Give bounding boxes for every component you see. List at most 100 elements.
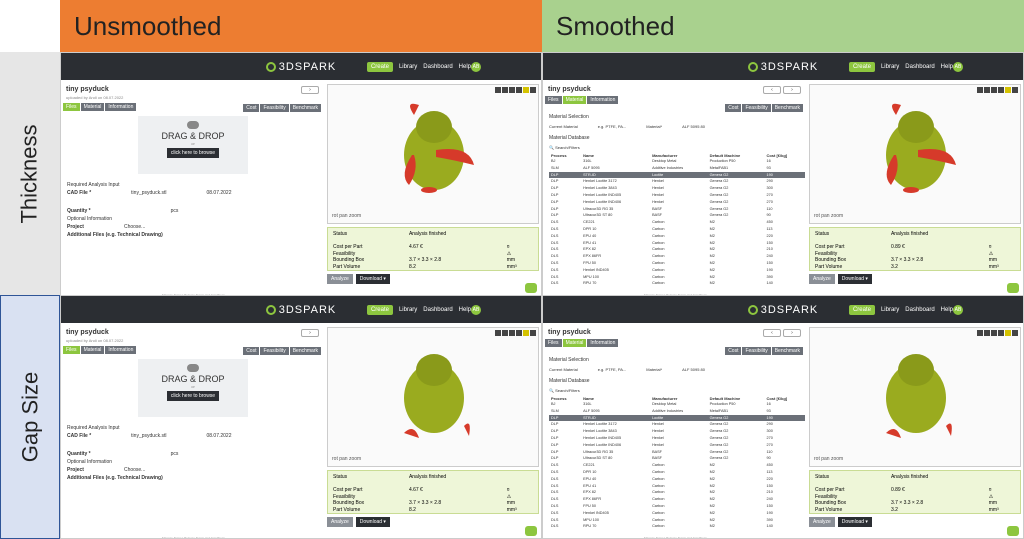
download-button[interactable]: Download ▾ xyxy=(838,274,872,284)
table-row[interactable]: DLP Ultracur3D ST 80 BASF Genera G2 90 xyxy=(549,455,805,462)
nav-help[interactable]: Help xyxy=(459,307,471,313)
table-row[interactable]: DLS CE221 Carbon M2 450 xyxy=(549,219,805,226)
avatar[interactable]: AB xyxy=(953,305,963,315)
table-row[interactable]: DLS FPU 50 Carbon M2 150 xyxy=(549,260,805,267)
tab-cost[interactable]: Cost xyxy=(243,347,259,355)
tab-information[interactable]: Information xyxy=(587,339,618,347)
tab-files[interactable]: Files xyxy=(545,96,562,104)
search-input[interactable]: Search/Filters xyxy=(555,145,580,150)
tab-feasibility[interactable]: Feasibility xyxy=(260,104,288,112)
duck-model[interactable] xyxy=(374,95,494,205)
drop-zone[interactable]: DRAG & DROP or click here to browse xyxy=(138,359,248,417)
avatar[interactable]: AB xyxy=(471,305,481,315)
next-button[interactable]: › xyxy=(783,86,801,94)
chat-icon[interactable] xyxy=(525,283,537,293)
table-row[interactable]: DLS EPU 40 Carbon M2 220 xyxy=(549,233,805,240)
table-row[interactable]: DLP Ultracur3D ST 80 BASF Genera G2 90 xyxy=(549,212,805,219)
viewer-controls[interactable]: rot pan zoom xyxy=(332,456,361,462)
nav-library[interactable]: Library xyxy=(881,307,899,313)
tab-material[interactable]: Material xyxy=(563,339,587,347)
nav-create[interactable]: Create xyxy=(849,62,875,72)
table-row[interactable]: DLS EPX 82 Carbon M2 210 xyxy=(549,246,805,253)
viewer-controls[interactable]: rot pan zoom xyxy=(814,456,843,462)
viewer-controls[interactable]: rot pan zoom xyxy=(332,213,361,219)
tab-cost[interactable]: Cost xyxy=(725,347,741,355)
table-row[interactable]: DLP Henkel Loctite IND405 Henkel Genera G2 2… xyxy=(549,192,805,199)
cad-file[interactable]: tiny_psyduck.stl xyxy=(131,190,166,196)
tab-material[interactable]: Material xyxy=(81,103,105,111)
duck-model[interactable] xyxy=(856,338,976,448)
tab-benchmark[interactable]: Benchmark xyxy=(772,104,803,112)
cad-file[interactable]: tiny_psyduck.stl xyxy=(131,433,166,439)
material-select[interactable]: ALF 5095 80 xyxy=(682,124,705,129)
nav-help[interactable]: Help xyxy=(941,64,953,70)
search-input[interactable]: Search/Filters xyxy=(555,388,580,393)
table-row[interactable]: DLS RPU 70 Carbon M2 140 xyxy=(549,523,805,530)
current-material-input[interactable]: e.g. PTFE, PA... xyxy=(598,367,627,372)
table-row[interactable]: DLP Henkel Loctite IND406 Henkel Genera G2 2… xyxy=(549,199,805,206)
tab-files[interactable]: Files xyxy=(545,339,562,347)
table-row[interactable]: DLS EPX 82 Carbon M2 210 xyxy=(549,489,805,496)
prev-button[interactable]: ‹ xyxy=(763,86,781,94)
project-select[interactable]: Choose... xyxy=(124,224,145,230)
nav-help[interactable]: Help xyxy=(941,307,953,313)
table-row[interactable]: DLS RPU 70 Carbon M2 140 xyxy=(549,280,805,287)
table-row[interactable]: DLS EPU 41 Carbon M2 150 xyxy=(549,483,805,490)
project-select[interactable]: Choose... xyxy=(124,467,145,473)
nav-create[interactable]: Create xyxy=(367,62,393,72)
table-row[interactable]: DLS DPR 10 Carbon M2 113 xyxy=(549,226,805,233)
table-row[interactable]: DLS FPU 50 Carbon M2 150 xyxy=(549,503,805,510)
browse-button[interactable]: click here to browse xyxy=(167,148,219,158)
browse-button[interactable]: click here to browse xyxy=(167,391,219,401)
nav-help[interactable]: Help xyxy=(459,64,471,70)
avatar[interactable]: AB xyxy=(953,62,963,72)
tab-cost[interactable]: Cost xyxy=(725,104,741,112)
3d-viewer[interactable]: rot pan zoom xyxy=(327,327,539,467)
nav-library[interactable]: Library xyxy=(399,307,417,313)
table-row[interactable]: DLP Ultracur3D RG 35 BASF Genera G2 110 xyxy=(549,206,805,213)
drop-zone[interactable]: DRAG & DROP or click here to browse xyxy=(138,116,248,174)
table-row[interactable]: DLS EPU 41 Carbon M2 150 xyxy=(549,240,805,247)
tab-benchmark[interactable]: Benchmark xyxy=(290,347,321,355)
chat-icon[interactable] xyxy=(1007,526,1019,536)
table-row[interactable]: DLS MPU 100 Carbon M2 390 xyxy=(549,517,805,524)
nav-create[interactable]: Create xyxy=(849,305,875,315)
table-row[interactable]: DLS Henkel IND405 Carbon M2 190 xyxy=(549,267,805,274)
download-button[interactable]: Download ▾ xyxy=(838,517,872,527)
tab-feasibility[interactable]: Feasibility xyxy=(260,347,288,355)
tab-files[interactable]: Files xyxy=(63,103,80,111)
table-row[interactable]: DLS MPU 100 Carbon M2 390 xyxy=(549,274,805,281)
table-row[interactable]: DLS EPU 40 Carbon M2 220 xyxy=(549,476,805,483)
table-row[interactable]: DLS EPX 86FR Carbon M2 240 xyxy=(549,253,805,260)
table-row[interactable]: DLP Ultracur3D RG 35 BASF Genera G2 110 xyxy=(549,449,805,456)
table-row[interactable]: DLS DPR 10 Carbon M2 113 xyxy=(549,469,805,476)
nav-dashboard[interactable]: Dashboard xyxy=(423,307,452,313)
tab-feasibility[interactable]: Feasibility xyxy=(742,104,770,112)
duck-model[interactable] xyxy=(374,338,494,448)
table-row[interactable]: DLP STR-ID Loctite Genera G2 190 xyxy=(549,415,805,422)
table-row[interactable]: BJ 316L Desktop Metal Production P50 16 xyxy=(549,401,805,408)
nav-library[interactable]: Library xyxy=(881,64,899,70)
tab-information[interactable]: Information xyxy=(105,103,136,111)
next-button[interactable]: › xyxy=(783,329,801,337)
table-row[interactable]: BJ 316L Desktop Metal Production P50 16 xyxy=(549,158,805,165)
download-button[interactable]: Download ▾ xyxy=(356,517,390,527)
table-row[interactable]: DLP Henkel Loctite 3843 Henkel Genera G2 300 xyxy=(549,428,805,435)
table-row[interactable]: SLM ALF 5095 Additive Industries MetalFAB1 9… xyxy=(549,408,805,415)
table-row[interactable]: SLM ALF 5095 Additive Industries MetalFAB1 9… xyxy=(549,165,805,172)
tab-files[interactable]: Files xyxy=(63,346,80,354)
table-row[interactable]: DLP Henkel Loctite IND405 Henkel Genera G2 2… xyxy=(549,435,805,442)
material-select[interactable]: ALF 5095 80 xyxy=(682,367,705,372)
tab-benchmark[interactable]: Benchmark xyxy=(290,104,321,112)
analyze-button[interactable]: Analyze xyxy=(809,274,835,284)
table-row[interactable]: DLP STR-ID Loctite Genera G2 190 xyxy=(549,172,805,179)
3d-viewer[interactable]: rot pan zoom xyxy=(327,84,539,224)
tab-information[interactable]: Information xyxy=(105,346,136,354)
table-row[interactable]: DLS Henkel IND405 Carbon M2 190 xyxy=(549,510,805,517)
current-material-input[interactable]: e.g. PTFE, PA... xyxy=(598,124,627,129)
tab-cost[interactable]: Cost xyxy=(243,104,259,112)
viewer-controls[interactable]: rot pan zoom xyxy=(814,213,843,219)
nav-library[interactable]: Library xyxy=(399,64,417,70)
prev-button[interactable]: ‹ xyxy=(763,329,781,337)
duck-model[interactable] xyxy=(856,95,976,205)
